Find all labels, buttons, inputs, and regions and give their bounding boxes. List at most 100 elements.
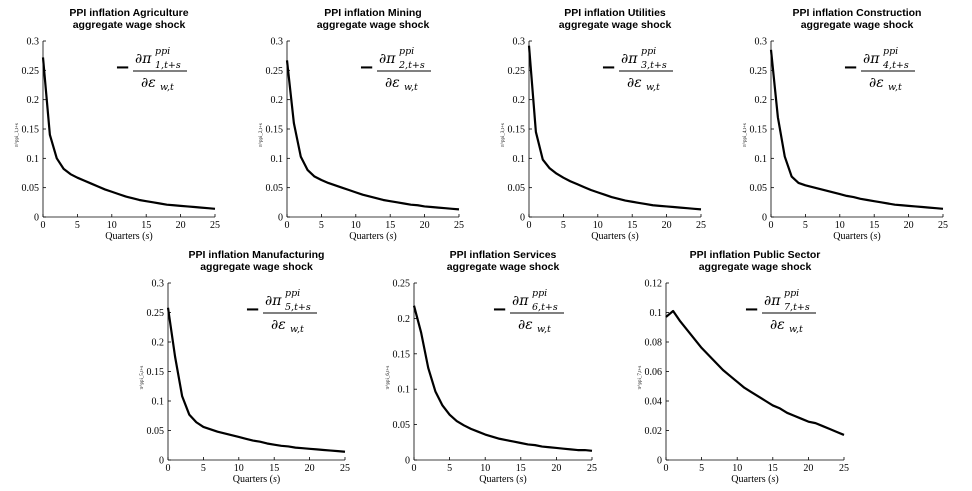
annotation-numerator: ∂π [512, 293, 529, 309]
annotation-num-sup: ppi [784, 288, 799, 299]
chart-title-line: PPI inflation Construction [793, 7, 922, 19]
chart-title-line: PPI inflation Public Sector [690, 249, 821, 261]
chart-annotation: − ∂π ppi 3,t+s ∂ε w,t [601, 46, 673, 93]
y-tick-label: 0.3 [27, 37, 40, 48]
x-tick-label: 5 [319, 220, 324, 231]
y-tick-label: 0.3 [152, 279, 165, 290]
y-tick-label: 0.06 [645, 367, 663, 378]
annotation-num-sub: 1,t+s [155, 60, 181, 71]
x-tick-label: 20 [420, 220, 430, 231]
annotation-num-sub: 2,t+s [398, 60, 425, 71]
y-tick-label: 0.1 [152, 397, 165, 408]
x-axis-label: Quarters (s) [349, 231, 397, 242]
chart-annotation: − ∂π ppi 6,t+s ∂ε w,t [492, 288, 564, 335]
annotation-denominator: ∂ε [869, 75, 884, 91]
y-tick-label: 0.2 [398, 314, 411, 325]
annotation-minus: − [601, 57, 616, 78]
annotation-denominator: ∂ε [518, 317, 533, 333]
y-axis-label: π^ppi_4,t+s [743, 123, 748, 147]
chart-annotation: − ∂π ppi 5,t+s ∂ε w,t [245, 288, 317, 335]
y-tick-label: 0.15 [147, 367, 165, 378]
annotation-num-sup: ppi [399, 46, 414, 57]
chart-title-line: PPI inflation Utilities [564, 7, 666, 19]
y-tick-label: 0.25 [147, 308, 165, 319]
annotation-den-sub: w,t [789, 324, 803, 335]
annotation-num-sub: 4,t+s [882, 60, 909, 71]
y-tick-label: 0.08 [645, 338, 663, 349]
x-axis-label: Quarters (s) [591, 231, 639, 242]
x-tick-label: 20 [176, 220, 186, 231]
annotation-minus: − [744, 299, 759, 320]
y-tick-label: 0.2 [271, 95, 284, 106]
annotation-den-sub: w,t [404, 82, 418, 93]
x-tick-label: 5 [447, 463, 452, 474]
annotation-numerator: ∂π [265, 293, 282, 309]
y-tick-label: 0.2 [27, 95, 40, 106]
x-axis-label: Quarters (s) [105, 231, 153, 242]
annotation-den-sub: w,t [646, 82, 660, 93]
x-tick-label: 10 [732, 463, 742, 474]
y-axis-label: π^ppi_3,t+s [501, 123, 506, 147]
chart-title-line: aggregate wage shock [317, 19, 430, 31]
x-tick-label: 25 [340, 463, 350, 474]
x-tick-label: 15 [768, 463, 778, 474]
y-tick-label: 0 [405, 456, 410, 467]
annotation-num-sup: ppi [155, 46, 170, 57]
x-tick-label: 5 [803, 220, 808, 231]
x-tick-label: 0 [769, 220, 774, 231]
x-tick-label: 5 [75, 220, 80, 231]
series-line [166, 307, 346, 453]
chart-title-line: PPI inflation Agriculture [69, 7, 188, 19]
x-tick-label: 15 [269, 463, 279, 474]
x-tick-label: 0 [41, 220, 46, 231]
series-line [665, 309, 845, 436]
chart-title-line: PPI inflation Mining [324, 7, 421, 19]
x-tick-label: 15 [627, 220, 637, 231]
x-tick-label: 10 [593, 220, 603, 231]
x-tick-label: 20 [305, 463, 315, 474]
x-axis-label: Quarters (s) [731, 474, 779, 485]
x-tick-label: 10 [480, 463, 490, 474]
chart-annotation: − ∂π ppi 1,t+s ∂ε w,t [115, 46, 187, 93]
x-tick-label: 25 [210, 220, 220, 231]
y-tick-label: 0 [278, 213, 283, 224]
y-tick-label: 0.05 [22, 183, 40, 194]
x-tick-label: 15 [141, 220, 151, 231]
y-axis-label: π^ppi_7,t+s [638, 366, 643, 390]
y-tick-label: 0.05 [266, 183, 284, 194]
x-axis-label: Quarters (s) [479, 474, 527, 485]
annotation-num-sub: 3,t+s [641, 60, 667, 71]
y-axis-label: π^ppi_5,t+s [140, 366, 145, 390]
y-tick-label: 0.15 [266, 125, 284, 136]
y-tick-label: 0.12 [645, 279, 663, 290]
annotation-num-sup: ppi [641, 46, 656, 57]
x-tick-label: 5 [699, 463, 704, 474]
annotation-denominator: ∂ε [385, 75, 400, 91]
x-tick-label: 10 [835, 220, 845, 231]
series-line [527, 45, 702, 211]
series-line [41, 57, 216, 210]
y-axis-label: π^ppi_2,t+s [259, 123, 264, 147]
y-tick-label: 0 [657, 456, 662, 467]
y-tick-label: 0.1 [513, 154, 526, 165]
y-tick-label: 0.05 [393, 420, 411, 431]
y-tick-label: 0.05 [508, 183, 526, 194]
y-tick-label: 0.15 [22, 125, 40, 136]
y-tick-label: 0.15 [393, 349, 411, 360]
y-tick-label: 0.1 [398, 385, 411, 396]
y-tick-label: 0 [762, 213, 767, 224]
annotation-den-sub: w,t [160, 82, 174, 93]
y-tick-label: 0.1 [271, 154, 284, 165]
y-tick-label: 0.2 [152, 338, 165, 349]
x-tick-label: 20 [662, 220, 672, 231]
x-tick-label: 15 [869, 220, 879, 231]
annotation-denominator: ∂ε [141, 75, 156, 91]
annotation-minus: − [843, 57, 858, 78]
chart-title-line: aggregate wage shock [73, 19, 186, 31]
x-tick-label: 0 [166, 463, 171, 474]
